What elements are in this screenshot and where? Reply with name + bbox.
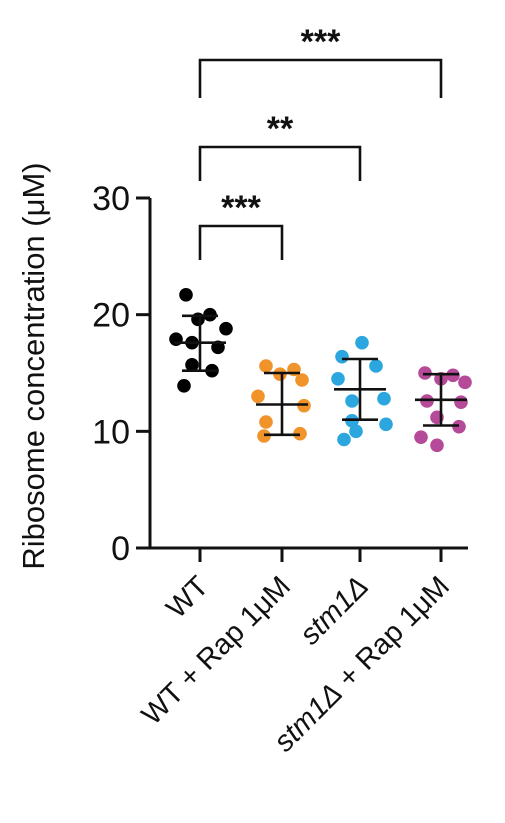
y-tick-label: 20 bbox=[92, 297, 130, 335]
data-point bbox=[295, 373, 309, 387]
data-point bbox=[377, 391, 391, 406]
data-point bbox=[259, 359, 273, 373]
data-point bbox=[259, 415, 273, 429]
x-tick-label: WT + Rap 1μM bbox=[136, 570, 297, 731]
y-tick-label: 0 bbox=[111, 530, 130, 568]
data-point bbox=[331, 372, 345, 386]
data-point bbox=[454, 395, 468, 409]
y-tick-label: 10 bbox=[92, 413, 130, 451]
y-tick-label: 30 bbox=[92, 180, 130, 218]
data-point bbox=[337, 432, 351, 447]
significance-brackets: ******** bbox=[198, 23, 443, 260]
data-point bbox=[177, 379, 191, 393]
data-point bbox=[179, 288, 193, 302]
significance-bracket bbox=[198, 58, 443, 98]
y-ticks: 0 10 20 30 bbox=[92, 180, 150, 568]
data-point bbox=[219, 321, 233, 336]
x-tick-label: stm1Δ bbox=[294, 570, 375, 651]
data-point bbox=[369, 359, 383, 373]
data-point bbox=[345, 394, 359, 408]
data-point bbox=[335, 349, 349, 364]
data-point bbox=[379, 417, 393, 432]
data-point bbox=[355, 335, 369, 350]
data-point bbox=[349, 424, 363, 439]
data-point bbox=[414, 430, 428, 444]
significance-label: *** bbox=[301, 23, 341, 61]
significance-bracket bbox=[198, 224, 284, 260]
data-points bbox=[169, 288, 472, 453]
significance-bracket bbox=[198, 145, 362, 181]
x-tick-label: WT bbox=[160, 570, 215, 625]
axes bbox=[148, 198, 468, 550]
data-point bbox=[430, 438, 444, 453]
data-point bbox=[251, 389, 265, 404]
mean-sd-bars bbox=[174, 314, 467, 437]
significance-label: ** bbox=[267, 110, 294, 148]
data-point bbox=[185, 358, 199, 372]
y-axis-title: Ribosome concentration (μM) bbox=[16, 162, 51, 569]
data-point bbox=[458, 375, 472, 390]
significance-label: *** bbox=[221, 189, 261, 227]
